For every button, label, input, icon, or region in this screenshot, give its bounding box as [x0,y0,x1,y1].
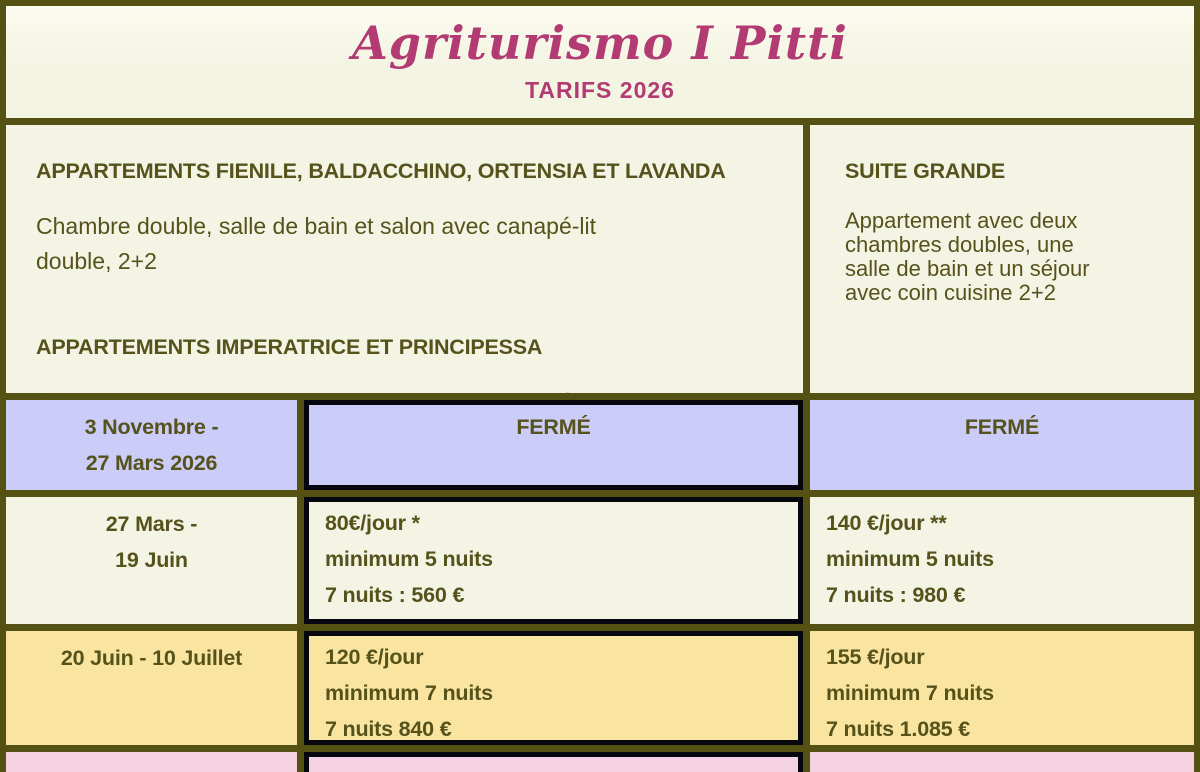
apartments-rate-cell-row1: FERMÉ [304,400,803,490]
header: Agriturismo I Pitti TARIFS 2026 [6,6,1194,125]
suite-body: Appartement avec deux chambres doubles, … [845,208,1090,305]
apartments-group2-heading: APPARTEMENTS IMPERATRICE ET PRINCIPESSA [36,335,543,359]
period-cell-row1: 3 Novembre - 27 Mars 2026 [6,400,297,490]
suite-description-cell: SUITE GRANDE Appartement avec deux chamb… [810,125,1194,393]
apartments-rate-cell-row3: 120 €/jour minimum 7 nuits 7 nuits 840 € [304,631,803,745]
period-cell-row2: 27 Mars - 19 Juin [6,497,297,624]
apartments-rate-cell-row4 [304,752,803,772]
period-cell-row4 [6,752,297,772]
suite-rate-cell-row3: 155 €/jour minimum 7 nuits 7 nuits 1.085… [810,631,1194,745]
page-title: Agriturismo I Pitti [352,16,848,70]
suite-rate-cell-row1: FERMÉ [810,400,1194,490]
page-subtitle: TARIFS 2026 [525,77,675,103]
apartments-description-cell: APPARTEMENTS FIENILE, BALDACCHINO, ORTEN… [6,125,803,450]
apartments-group1-heading: APPARTEMENTS FIENILE, BALDACCHINO, ORTEN… [36,159,726,183]
suite-heading: SUITE GRANDE [845,159,1006,183]
apartments-group1-body: Chambre double, salle de bain et salon a… [36,213,597,274]
pricing-table: APPARTEMENTS FIENILE, BALDACCHINO, ORTEN… [6,125,1194,772]
suite-rate-cell-row4 [810,752,1194,772]
suite-rate-cell-row2: 140 €/jour ** minimum 5 nuits 7 nuits : … [810,497,1194,624]
period-cell-row3: 20 Juin - 10 Juillet [6,631,297,745]
apartments-rate-cell-row2: 80€/jour * minimum 5 nuits 7 nuits : 560… [304,497,803,624]
